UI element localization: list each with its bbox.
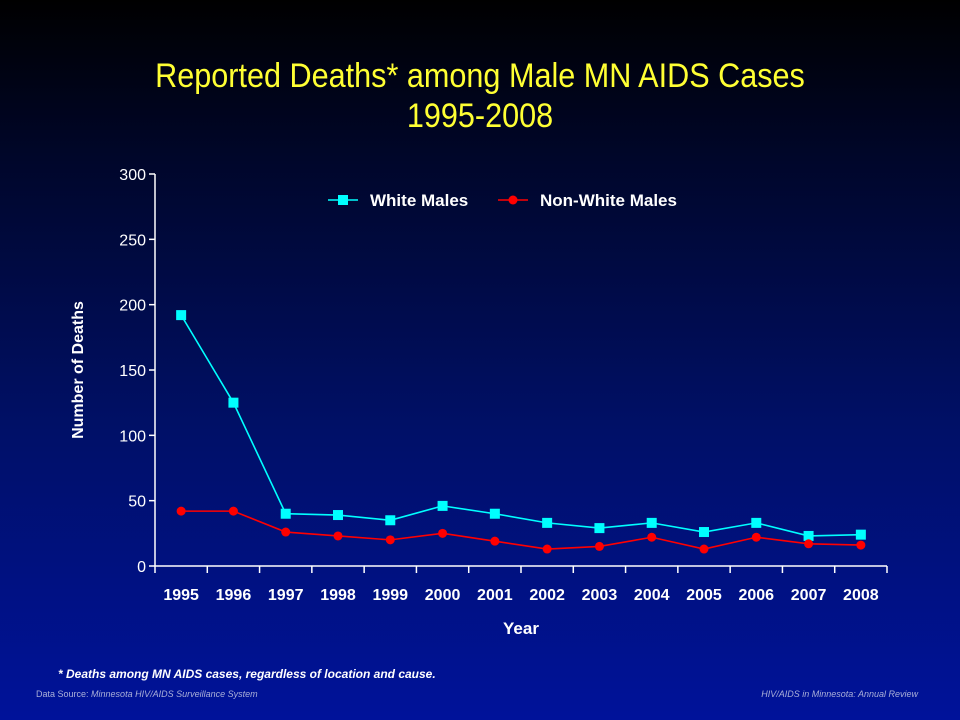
chart-title-line2: 1995-2008 xyxy=(406,97,554,135)
white-males-point xyxy=(176,310,187,321)
white-males-point xyxy=(489,508,500,519)
non-white-males-point xyxy=(438,528,448,538)
non-white-males-point xyxy=(281,527,291,537)
white-males-point xyxy=(542,517,553,528)
white-males-point xyxy=(646,517,657,528)
non-white-males-point xyxy=(647,532,657,542)
y-tick-label: 100 xyxy=(119,428,146,445)
white-males-point xyxy=(594,523,605,534)
white-males-point xyxy=(803,530,814,541)
y-tick-label: 200 xyxy=(119,298,146,315)
x-tick-label: 2007 xyxy=(791,587,827,604)
x-axis-label: Year xyxy=(503,619,539,638)
non-white-males-point xyxy=(228,506,238,516)
white-males-point xyxy=(228,397,239,408)
y-tick-label: 50 xyxy=(128,494,146,511)
non-white-males-point xyxy=(385,535,395,545)
x-tick-label: 2004 xyxy=(634,587,670,604)
x-tick-label: 2002 xyxy=(529,587,565,604)
non-white-males-line xyxy=(181,510,861,550)
legend-white-males-marker xyxy=(338,195,348,205)
x-tick-label: 1996 xyxy=(216,587,252,604)
white-males-line xyxy=(180,314,861,537)
x-tick-label: 2000 xyxy=(425,587,461,604)
data-source: Data Source: Minnesota HIV/AIDS Surveill… xyxy=(36,689,258,699)
x-tick-label: 2006 xyxy=(738,587,774,604)
y-axis-label: Number of Deaths xyxy=(70,301,87,439)
legend-white-males-label: White Males xyxy=(370,191,468,210)
chart-title-line1: Reported Deaths* among Male MN AIDS Case… xyxy=(155,57,805,95)
non-white-males-point xyxy=(490,536,500,546)
data-source-prefix: Data Source: xyxy=(36,689,89,699)
x-tick-label: 1998 xyxy=(320,587,356,604)
non-white-males-point xyxy=(542,544,552,554)
white-males-point xyxy=(699,527,709,538)
white-males-point xyxy=(855,529,866,540)
legend-non-white-males-label: Non-White Males xyxy=(540,191,677,210)
non-white-males-point xyxy=(176,506,186,516)
x-tick-label: 1999 xyxy=(372,587,408,604)
x-tick-label: 2005 xyxy=(686,587,722,604)
non-white-males-point xyxy=(751,532,761,542)
white-males-point xyxy=(280,508,291,519)
x-tick-label: 2001 xyxy=(477,587,513,604)
y-tick-label: 300 xyxy=(119,167,146,184)
x-tick-label: 2008 xyxy=(843,587,879,604)
annual-review-note: HIV/AIDS in Minnesota: Annual Review xyxy=(761,689,918,699)
y-tick-label: 0 xyxy=(137,559,146,576)
x-tick-label: 1997 xyxy=(268,587,304,604)
y-tick-label: 250 xyxy=(119,232,146,249)
legend-non-white-males-marker xyxy=(508,195,518,205)
non-white-males-point xyxy=(699,544,709,554)
y-tick-label: 150 xyxy=(119,363,146,380)
non-white-males-point xyxy=(594,541,604,551)
x-tick-label: 2003 xyxy=(582,587,618,604)
white-males-point xyxy=(751,517,762,528)
non-white-males-point xyxy=(856,540,866,550)
non-white-males-point xyxy=(804,539,814,549)
data-source-name: Minnesota HIV/AIDS Surveillance System xyxy=(91,689,258,699)
white-males-point xyxy=(333,510,343,521)
white-males-point xyxy=(437,500,448,511)
white-males-point xyxy=(385,515,396,526)
footnote: * Deaths among MN AIDS cases, regardless… xyxy=(58,667,436,681)
x-tick-label: 1995 xyxy=(163,587,199,604)
non-white-males-point xyxy=(333,531,343,541)
